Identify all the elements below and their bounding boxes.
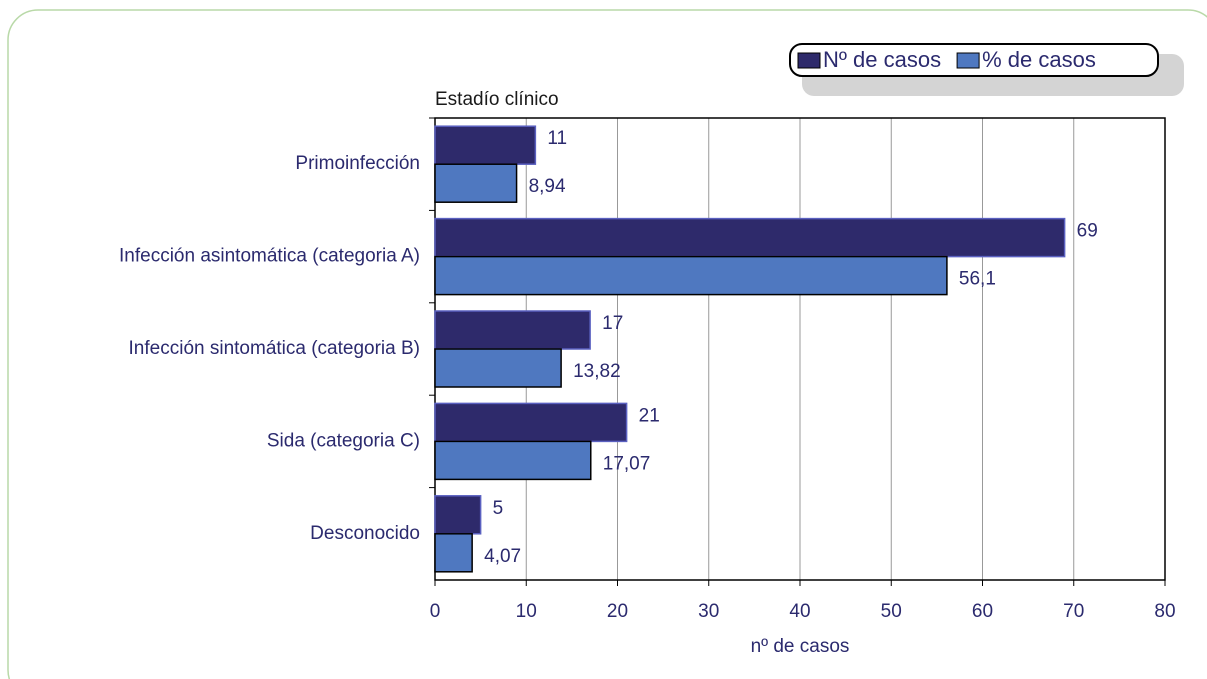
legend-swatch xyxy=(797,52,821,69)
y-tick-label: Sida (categoria C) xyxy=(267,430,420,451)
y-tick-label: Desconocido xyxy=(310,523,420,544)
bar xyxy=(434,348,562,388)
x-axis-label: nº de casos xyxy=(751,636,850,657)
x-tick-label: 80 xyxy=(1154,601,1175,622)
bar xyxy=(434,440,592,481)
value-label: 17 xyxy=(602,313,623,334)
bar xyxy=(434,217,1066,258)
bar xyxy=(434,495,482,535)
legend-label: Nº de casos xyxy=(823,47,941,72)
bar xyxy=(434,402,628,443)
value-label: 11 xyxy=(547,128,567,149)
y-tick-label: Infección asintomática (categoria A) xyxy=(119,246,420,267)
legend-swatch xyxy=(956,52,980,69)
x-tick-label: 20 xyxy=(607,601,628,622)
x-tick-label: 50 xyxy=(881,601,902,622)
x-tick-label: 40 xyxy=(789,601,810,622)
bar xyxy=(434,533,473,573)
x-tick-label: 10 xyxy=(516,601,537,622)
bar xyxy=(434,310,591,350)
value-label: 69 xyxy=(1077,221,1098,242)
y-tick-label: Infección sintomática (categoria B) xyxy=(129,338,420,359)
bar xyxy=(434,163,518,203)
bar xyxy=(434,255,948,296)
value-label: 4,07 xyxy=(484,546,521,567)
bar xyxy=(434,125,537,165)
value-label: 13,82 xyxy=(573,361,621,382)
legend-label: % de casos xyxy=(982,47,1096,72)
value-label: 5 xyxy=(493,498,504,519)
value-label: 21 xyxy=(639,405,660,426)
frame xyxy=(7,9,1207,679)
category-axis-title: Estadío clínico xyxy=(435,89,559,110)
x-tick-label: 30 xyxy=(698,601,719,622)
x-tick-label: 0 xyxy=(430,601,441,622)
value-label: 56,1 xyxy=(959,269,996,290)
x-tick-label: 60 xyxy=(972,601,993,622)
value-label: 8,94 xyxy=(529,176,566,197)
value-label: 17,07 xyxy=(603,453,651,474)
x-tick-label: 70 xyxy=(1063,601,1084,622)
y-tick-label: Primoinfección xyxy=(295,153,420,174)
